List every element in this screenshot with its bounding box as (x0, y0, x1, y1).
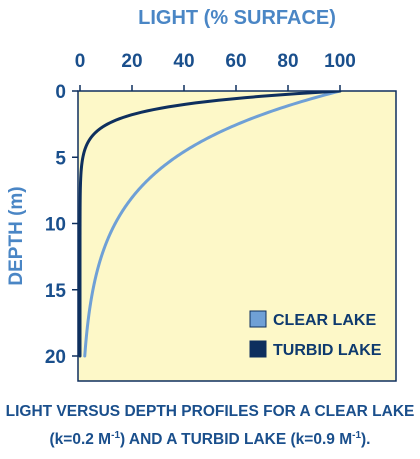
caption-superscript-1: -1 (111, 430, 121, 441)
legend-label-clear-lake: CLEAR LAKE (273, 312, 376, 329)
caption-line-2: (k=0.2 M-1) AND A TURBID LAKE (k=0.9 M-1… (0, 424, 420, 452)
series-line-turbid-lake (78, 91, 342, 358)
caption-line-2-end: ). (361, 431, 371, 449)
series-line-clear-lake (83, 91, 342, 358)
legend-swatch-turbid-lake (249, 340, 267, 358)
chart: LIGHT (% SURFACE) DEPTH (m) 0 20 40 60 80 100… (6, 7, 397, 382)
y-axis-title: DEPTH (m) (6, 186, 27, 285)
y-tick-label: 20 (45, 347, 66, 368)
x-tick-label: 80 (277, 51, 298, 72)
x-axis-title: LIGHT (% SURFACE) (138, 7, 336, 29)
x-tick-label: 100 (324, 51, 356, 72)
y-tick-label: 0 (55, 82, 66, 103)
legend-swatch-clear-lake (249, 310, 267, 328)
y-axis-ticks: 0 5 10 15 20 (45, 82, 78, 368)
x-tick-label: 40 (173, 51, 194, 72)
caption-line-1: LIGHT VERSUS DEPTH PROFILES FOR A CLEAR … (5, 403, 415, 420)
x-tick-label: 60 (225, 51, 246, 72)
y-tick-label: 10 (45, 215, 66, 236)
plot-area (77, 90, 397, 382)
figure-caption: LIGHT VERSUS DEPTH PROFILES FOR A CLEAR … (0, 400, 420, 452)
legend: CLEAR LAKE TURBID LAKE (249, 310, 382, 359)
y-tick-label: 5 (55, 148, 66, 169)
x-tick-label: 20 (121, 51, 142, 72)
caption-superscript-2: -1 (352, 430, 362, 441)
y-tick-label: 15 (45, 281, 67, 302)
caption-line-2-middle: ) AND A TURBID LAKE (k=0.9 M (120, 431, 353, 449)
x-tick-label: 0 (75, 51, 86, 72)
caption-line-2-start: (k=0.2 M (49, 431, 112, 449)
x-axis-ticks: 0 20 40 60 80 100 (75, 51, 356, 91)
legend-label-turbid-lake: TURBID LAKE (273, 342, 382, 359)
